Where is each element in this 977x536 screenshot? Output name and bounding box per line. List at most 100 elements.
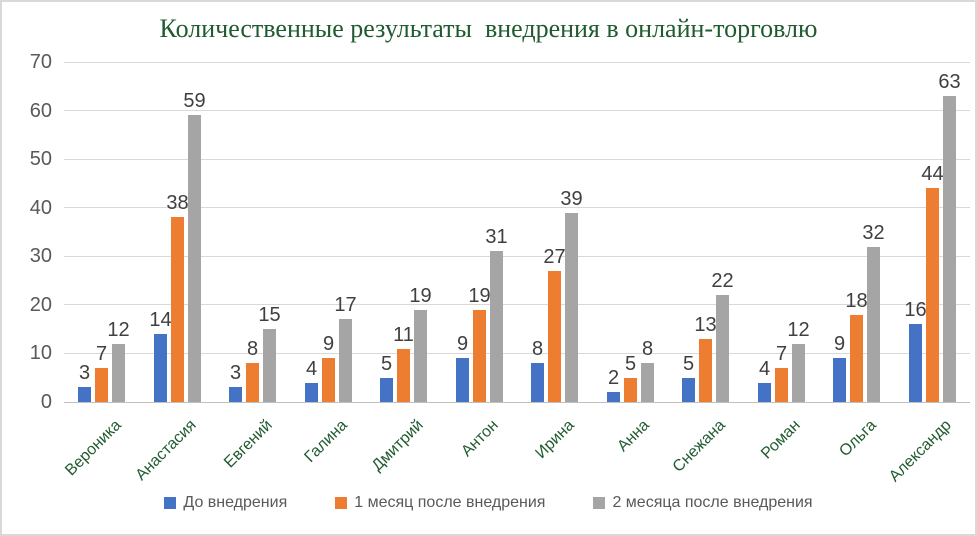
bar: [531, 363, 544, 402]
legend-item: 2 месяца после внедрения: [593, 494, 813, 512]
data-label: 14: [149, 309, 172, 331]
data-label: 7: [775, 343, 788, 365]
bar: [188, 115, 201, 402]
data-label: 5: [682, 353, 695, 375]
y-axis-tick-label: 60: [29, 99, 52, 122]
bar: [792, 344, 805, 402]
bar: [909, 324, 922, 402]
data-label: 13: [694, 314, 717, 336]
bar: [548, 271, 561, 402]
gridline: [64, 304, 970, 306]
legend-swatch: [164, 497, 177, 509]
legend: До внедрения 1 месяц после внедрения 2 мес…: [2, 494, 975, 512]
data-label: 3: [229, 362, 242, 384]
data-label: 44: [921, 163, 944, 185]
data-label: 31: [485, 226, 508, 248]
gridline: [64, 207, 970, 209]
gridline: [64, 352, 970, 354]
data-label: 38: [166, 192, 189, 214]
data-label: 5: [624, 353, 637, 375]
legend-label: 1 месяц после внедрения: [354, 494, 546, 511]
data-label: 59: [183, 90, 206, 112]
data-label: 15: [258, 304, 281, 326]
data-label: 19: [409, 285, 432, 307]
bar: [624, 378, 637, 402]
data-label: 18: [845, 290, 868, 312]
data-label: 4: [758, 358, 771, 380]
bar: [339, 319, 352, 402]
bar: [641, 363, 654, 402]
data-label: 19: [468, 285, 491, 307]
bar: [682, 378, 695, 402]
data-label: 63: [938, 71, 961, 93]
bar: [473, 310, 486, 402]
legend-label: До внедрения: [183, 494, 288, 511]
legend-item: До внедрения: [164, 494, 287, 512]
bar: [246, 363, 259, 402]
gridline: [64, 110, 970, 112]
bar: [775, 368, 788, 402]
x-axis-line: [64, 402, 970, 403]
data-label: 9: [322, 333, 335, 355]
data-label: 9: [456, 333, 469, 355]
legend-label: 2 месяца после внедрения: [612, 494, 813, 511]
bar: [926, 188, 939, 402]
data-label: 8: [531, 338, 544, 360]
y-axis-tick-label: 70: [29, 51, 52, 73]
bar: [171, 217, 184, 402]
bar: [305, 383, 318, 402]
data-label: 3: [78, 362, 91, 384]
bar: [850, 315, 863, 402]
data-label: 8: [641, 338, 654, 360]
data-label: 27: [543, 246, 566, 268]
bar: [322, 358, 335, 402]
y-axis-tick-label: 10: [29, 342, 52, 365]
y-axis-tick-label: 30: [29, 245, 52, 268]
bar: [397, 349, 410, 402]
bar: [456, 358, 469, 402]
bar: [758, 383, 771, 402]
bar: [565, 213, 578, 402]
gridline: [64, 255, 970, 257]
legend-swatch: [335, 497, 348, 509]
data-label: 4: [305, 358, 318, 380]
bar: [95, 368, 108, 402]
bar: [607, 392, 620, 402]
data-label: 12: [107, 319, 130, 341]
data-label: 11: [393, 324, 414, 346]
bar: [699, 339, 712, 402]
data-label: 2: [607, 367, 620, 389]
bar: [833, 358, 846, 402]
legend-swatch: [593, 497, 606, 509]
data-label: 22: [711, 270, 734, 292]
bar: [154, 334, 167, 402]
bar: [263, 329, 276, 402]
y-axis-tick-label: 20: [29, 293, 52, 316]
legend-item: 1 месяц после внедрения: [335, 494, 545, 512]
bar: [414, 310, 427, 402]
data-label: 12: [787, 319, 810, 341]
data-label: 7: [95, 343, 108, 365]
bar: [716, 295, 729, 402]
y-axis-tick-label: 0: [40, 391, 52, 413]
bar: [943, 96, 956, 402]
data-label: 9: [833, 333, 846, 355]
data-label: 8: [246, 338, 259, 360]
gridline: [64, 158, 970, 160]
y-axis-tick-label: 50: [29, 148, 52, 171]
bar: [490, 251, 503, 402]
chart-title: Количественные результаты внедрения в он…: [159, 14, 818, 43]
data-label: 32: [862, 222, 885, 244]
gridline: [64, 61, 970, 63]
data-label: 39: [560, 188, 583, 210]
bar: [78, 387, 91, 402]
bar: [380, 378, 393, 402]
bar: [112, 344, 125, 402]
data-label: 16: [904, 299, 927, 321]
data-label: 5: [380, 353, 393, 375]
data-label: 17: [334, 294, 357, 316]
bar: [229, 387, 242, 402]
y-axis-tick-label: 40: [29, 196, 52, 219]
bar: [867, 247, 880, 402]
